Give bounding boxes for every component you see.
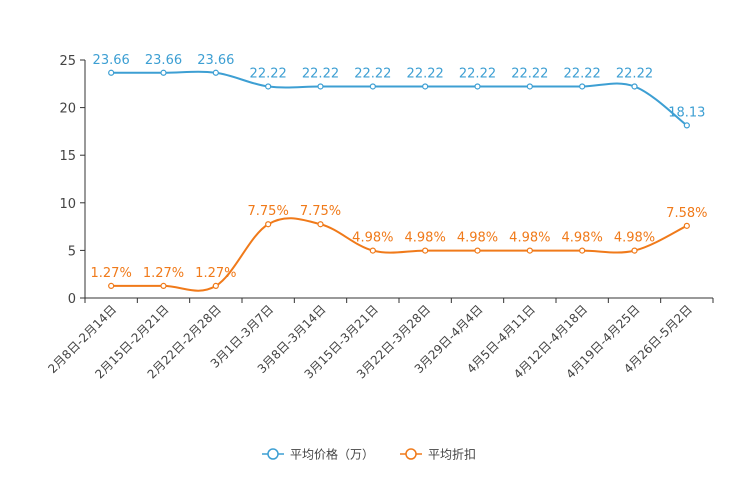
data-label: 23.66: [93, 53, 130, 68]
data-labels: 23.66 23.66 23.66 22.22 22.22 22.22 22.22 22.22…: [91, 53, 708, 281]
legend-label: 平均折扣: [428, 447, 476, 462]
legend[interactable]: 平均价格（万） 平均折扣: [262, 447, 476, 462]
data-label: 22.22: [616, 66, 653, 81]
data-label: 22.22: [354, 66, 391, 81]
data-point[interactable]: [369, 83, 376, 90]
data-point[interactable]: [369, 247, 376, 254]
data-label: 7.75%: [248, 204, 289, 219]
data-point[interactable]: [579, 83, 586, 90]
data-label: 23.66: [145, 53, 182, 68]
data-point[interactable]: [422, 83, 429, 90]
data-label: 22.22: [302, 66, 339, 81]
data-point[interactable]: [265, 83, 272, 90]
series-line-0: [111, 70, 688, 127]
data-point[interactable]: [474, 247, 481, 254]
data-label: 4.98%: [509, 231, 550, 246]
legend-marker-icon: [267, 448, 279, 460]
data-point[interactable]: [212, 282, 219, 290]
data-label: 23.66: [197, 53, 234, 68]
data-point[interactable]: [317, 83, 324, 90]
data-point[interactable]: [108, 69, 115, 76]
legend-label: 平均价格（万）: [290, 447, 374, 462]
data-label: 4.98%: [405, 231, 446, 246]
data-point[interactable]: [526, 247, 533, 254]
legend-marker-icon: [405, 448, 417, 460]
data-label: 4.98%: [457, 231, 498, 246]
data-point[interactable]: [474, 83, 481, 90]
data-label: 1.27%: [143, 266, 184, 281]
axes: 05101520252月8日-2月14日2月15日-2月21日2月22日-2月2…: [45, 54, 714, 382]
data-label: 22.22: [564, 66, 601, 81]
data-point[interactable]: [212, 69, 219, 76]
data-point[interactable]: [631, 247, 638, 254]
y-tick-label: 20: [59, 102, 76, 117]
data-point[interactable]: [160, 69, 167, 76]
legend-item-1[interactable]: 平均折扣: [400, 447, 476, 462]
data-point[interactable]: [683, 122, 690, 129]
data-label: 7.75%: [300, 204, 341, 219]
data-point[interactable]: [526, 83, 533, 90]
data-label: 1.27%: [195, 266, 236, 281]
legend-item-0[interactable]: 平均价格（万）: [262, 447, 374, 462]
data-label: 1.27%: [91, 266, 132, 281]
data-point[interactable]: [108, 282, 115, 290]
data-label: 18.13: [668, 105, 705, 120]
data-point[interactable]: [579, 247, 586, 254]
data-point[interactable]: [683, 222, 690, 229]
data-label: 22.22: [459, 66, 496, 81]
data-point[interactable]: [317, 221, 324, 228]
y-tick-label: 10: [59, 197, 76, 212]
data-point[interactable]: [265, 221, 272, 228]
data-point[interactable]: [631, 83, 638, 90]
data-point[interactable]: [422, 247, 429, 254]
y-tick-label: 5: [68, 244, 76, 259]
series-group: [108, 69, 690, 292]
y-tick-label: 0: [68, 292, 76, 307]
data-label: 4.98%: [562, 231, 603, 246]
data-label: 4.98%: [352, 231, 393, 246]
data-label: 4.98%: [614, 231, 655, 246]
data-label: 7.58%: [666, 206, 707, 221]
y-tick-label: 25: [59, 54, 76, 69]
data-point[interactable]: [160, 282, 167, 290]
y-tick-label: 15: [59, 149, 76, 164]
data-label: 22.22: [511, 66, 548, 81]
data-label: 22.22: [250, 66, 287, 81]
data-label: 22.22: [407, 66, 444, 81]
